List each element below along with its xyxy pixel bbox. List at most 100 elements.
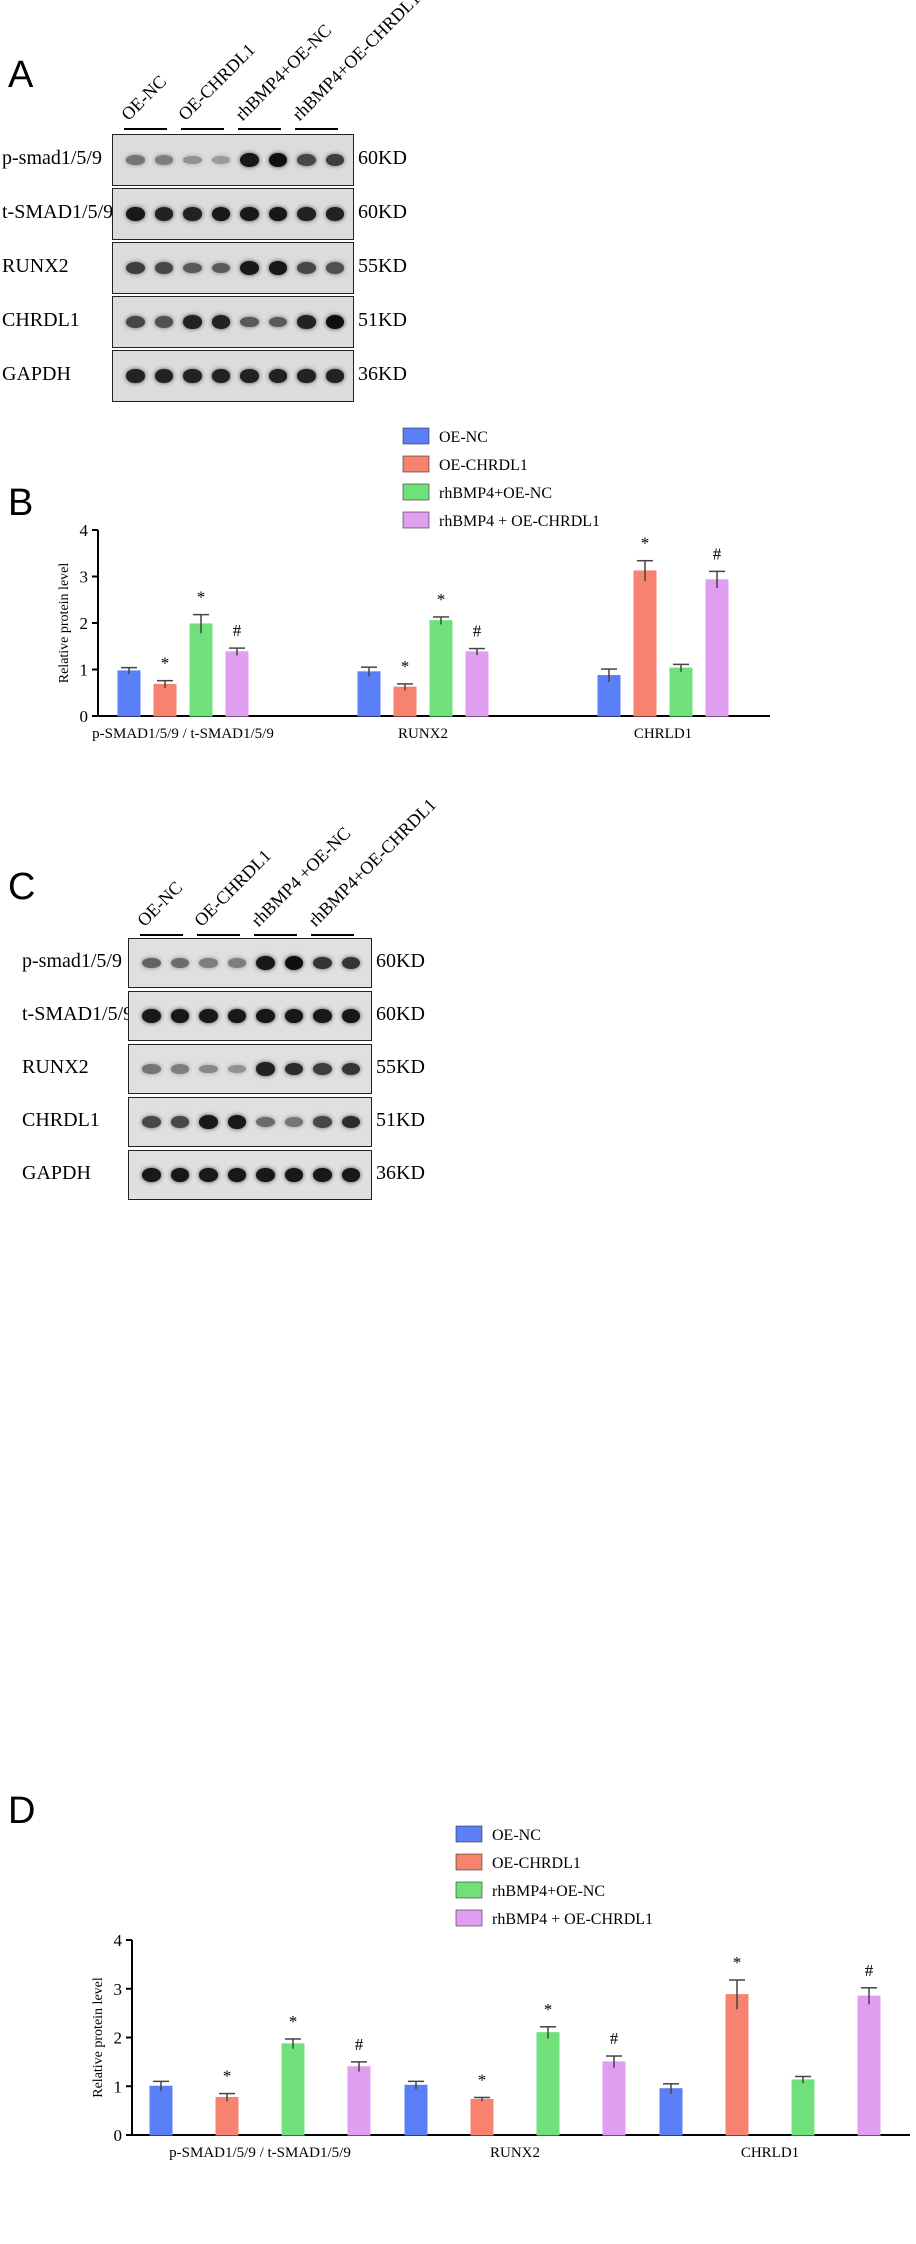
bar [857,1995,881,2136]
blot-kd-label: 60KD [358,147,407,169]
protein-band [268,153,287,167]
protein-band [227,1064,246,1074]
protein-band [297,369,316,383]
protein-band [211,262,230,274]
blot-kd-label: 36KD [358,363,407,385]
blot-protein-label: p-smad1/5/9 [2,147,102,169]
protein-band [240,153,259,167]
bar [225,651,249,717]
blot-strip [112,134,354,186]
legend-swatch [455,1853,483,1871]
protein-band [284,1009,303,1023]
protein-band [142,1168,161,1182]
protein-band [256,1117,275,1127]
protein-band [341,1062,360,1076]
protein-band [297,315,316,329]
protein-band [199,958,218,968]
panel-letter-a: A [8,54,34,96]
bar [281,2043,305,2136]
group-underline [124,128,167,130]
bar [659,2088,683,2136]
group-label: OE-NC [117,71,171,125]
protein-band [313,1063,332,1075]
group-underline [254,934,297,936]
protein-band [199,1115,218,1129]
x-category-label: CHRLD1 [634,726,692,742]
group-underline [181,128,224,130]
significance-mark: * [544,2000,553,2019]
protein-band [268,316,287,328]
blot-kd-label: 51KD [358,309,407,331]
bar [404,2084,428,2136]
y-tick-label: 4 [114,1931,123,1950]
legend-label: rhBMP4 + OE-CHRDL1 [439,513,600,530]
group-underline [197,934,240,936]
legend-label: OE-CHRDL1 [439,457,528,474]
protein-band [170,1168,189,1182]
protein-band [199,1009,218,1023]
panel-letter-d: D [8,1790,36,1832]
protein-band [325,369,344,383]
legend-swatch [455,1881,483,1899]
bar [705,579,729,717]
protein-band [211,315,230,329]
protein-band [154,369,173,383]
protein-band [142,1009,161,1023]
blot-protein-label: CHRDL1 [22,1109,100,1131]
y-tick-label: 3 [80,568,89,587]
protein-band [227,1168,246,1182]
protein-band [154,155,173,165]
bar [669,667,693,717]
legend-swatch [402,483,430,501]
protein-band [227,958,246,968]
blot-protein-label: t-SMAD1/5/9 [22,1003,134,1025]
protein-band [240,316,259,328]
protein-band [183,369,202,383]
protein-band [211,207,230,221]
significance-mark: # [610,2029,619,2048]
significance-mark: * [478,2070,487,2089]
x-category-label: p-SMAD1/5/9 / t-SMAD1/5/9 [92,726,274,742]
protein-band [199,1064,218,1074]
blot-kd-label: 36KD [376,1162,425,1184]
y-axis-title: Relative protein level [91,1977,106,2098]
bar [347,2066,371,2136]
group-label: rhBMP4+OE-NC [231,20,336,125]
bar [117,670,141,717]
protein-band [227,1009,246,1023]
significance-mark: # [473,622,482,641]
significance-mark: * [641,534,650,553]
legend-label: OE-CHRDL1 [492,1855,581,1872]
protein-band [199,1168,218,1182]
protein-band [142,1064,161,1074]
protein-band [211,156,230,164]
significance-mark: # [865,1961,874,1980]
protein-band [256,1009,275,1023]
protein-band [240,369,259,383]
legend-swatch [402,427,430,445]
protein-band [211,369,230,383]
bar [725,1994,749,2136]
protein-band [268,369,287,383]
protein-band [183,315,202,329]
significance-mark: * [437,590,446,609]
protein-band [154,207,173,221]
bar [189,623,213,717]
significance-mark: # [233,621,242,640]
group-label: OE-NC [133,877,187,931]
blot-kd-label: 51KD [376,1109,425,1131]
protein-band [240,261,259,275]
protein-band [227,1115,246,1129]
group-underline [311,934,354,936]
blot-kd-label: 60KD [376,1003,425,1025]
protein-band [325,315,344,329]
y-tick-label: 1 [80,661,89,680]
blot-kd-label: 55KD [376,1056,425,1078]
blot-kd-label: 55KD [358,255,407,277]
protein-band [284,1062,303,1076]
protein-band [297,207,316,221]
protein-band [268,207,287,221]
legend-label: rhBMP4 + OE-CHRDL1 [492,1911,653,1928]
protein-band [313,1168,332,1182]
protein-band [341,1009,360,1023]
